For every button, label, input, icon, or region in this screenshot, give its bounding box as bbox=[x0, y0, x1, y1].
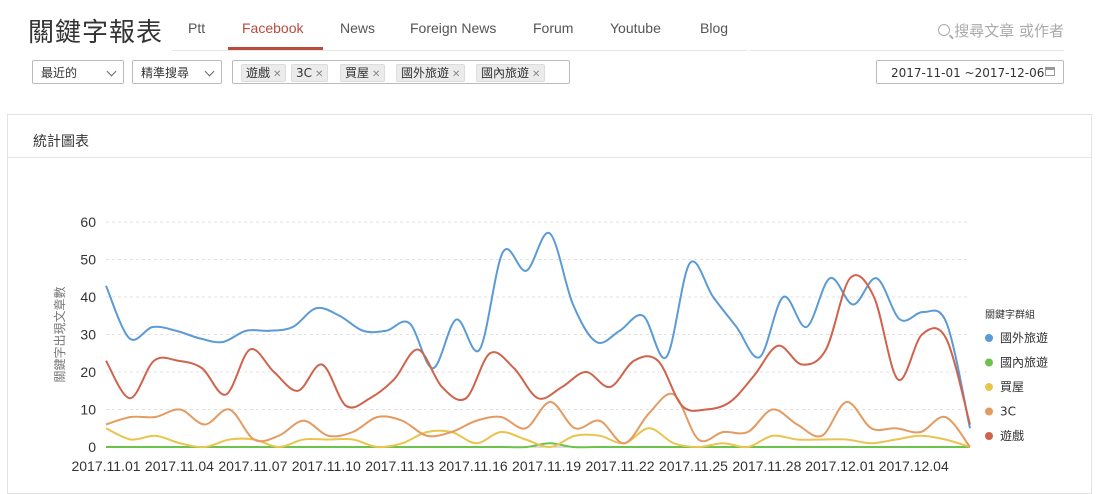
filter-bar: 最近的 精準搜尋 遊戲 ✕ 3C ✕ 買屋 ✕ 國外旅遊 ✕ 國內旅遊 ✕ 2017-11… bbox=[32, 60, 1064, 86]
y-tick-label: 50 bbox=[80, 252, 96, 268]
source-tabs: Ptt Facebook News Foreign News Forum You… bbox=[172, 0, 747, 51]
remove-tag-icon[interactable]: ✕ bbox=[532, 69, 541, 80]
series-line-國外旅遊 bbox=[105, 232, 971, 429]
sort-select[interactable]: 最近的 bbox=[32, 60, 124, 84]
date-range-value: 2017-11-01 ~2017-12-06 bbox=[891, 66, 1045, 80]
x-tick-label: 2017.11.13 bbox=[365, 458, 434, 474]
x-tick-label: 2017.12.01 bbox=[805, 458, 875, 474]
search-placeholder: 搜尋文章 或作者 bbox=[954, 22, 1064, 40]
tag-label: 3C bbox=[296, 66, 313, 80]
legend-marker bbox=[985, 334, 993, 342]
x-tick-label: 2017.11.07 bbox=[218, 458, 287, 474]
legend-entry: 國外旅遊 bbox=[1000, 330, 1048, 345]
y-tick-label: 20 bbox=[80, 364, 96, 380]
sort-select-value: 最近的 bbox=[41, 66, 78, 80]
y-tick-label: 10 bbox=[80, 402, 96, 418]
series-line-遊戲 bbox=[105, 274, 971, 425]
legend-marker bbox=[985, 407, 993, 416]
tab-foreign-news[interactable]: Foreign News bbox=[410, 20, 497, 36]
tab-blog[interactable]: Blog bbox=[700, 20, 729, 36]
tag-chip[interactable]: 國外旅遊 ✕ bbox=[396, 64, 466, 82]
x-tick-label: 2017.11.28 bbox=[732, 458, 801, 474]
tab-news[interactable]: News bbox=[340, 20, 376, 36]
tag-chip[interactable]: 遊戲 ✕ bbox=[241, 64, 287, 82]
legend-marker bbox=[985, 383, 993, 391]
y-tick-label: 60 bbox=[80, 214, 96, 230]
x-tick-label: 2017.12.04 bbox=[879, 458, 949, 474]
remove-tag-icon[interactable]: ✕ bbox=[273, 69, 282, 80]
legend-marker bbox=[985, 358, 993, 367]
tab-youtube[interactable]: Youtube bbox=[610, 20, 661, 36]
search-mode-select[interactable]: 精準搜尋 bbox=[132, 60, 222, 84]
tag-chip[interactable]: 買屋 ✕ bbox=[340, 64, 386, 82]
legend-entry: 3C bbox=[1000, 405, 1016, 419]
tag-label: 買屋 bbox=[345, 66, 370, 80]
panel-divider bbox=[8, 157, 1091, 158]
x-tick-label: 2017.11.01 bbox=[71, 458, 140, 474]
keyword-tag-input[interactable]: 遊戲 ✕ 3C ✕ 買屋 ✕ 國外旅遊 ✕ 國內旅遊 ✕ bbox=[232, 60, 570, 84]
panel-title: 統計圖表 bbox=[33, 134, 89, 150]
calendar-icon bbox=[1045, 67, 1055, 76]
tab-ptt[interactable]: Ptt bbox=[188, 20, 206, 36]
series-line-買屋 bbox=[105, 427, 971, 449]
y-axis-label: 關鍵字出現文章數 bbox=[52, 286, 67, 382]
y-tick-label: 0 bbox=[88, 439, 96, 455]
date-range-picker[interactable]: 2017-11-01 ~2017-12-06 bbox=[876, 60, 1064, 84]
y-tick-label: 30 bbox=[80, 327, 96, 343]
x-tick-label: 2017.11.10 bbox=[292, 458, 361, 474]
x-tick-label: 2017.11.25 bbox=[659, 458, 728, 474]
legend-marker bbox=[985, 432, 993, 440]
active-tab-indicator bbox=[228, 47, 323, 50]
remove-tag-icon[interactable]: ✕ bbox=[372, 69, 381, 80]
legend-entry: 買屋 bbox=[1000, 380, 1024, 394]
tab-facebook[interactable]: Facebook bbox=[242, 20, 304, 36]
header-divider bbox=[750, 50, 1064, 51]
series-line-3C bbox=[105, 392, 971, 448]
tag-label: 國外旅遊 bbox=[401, 66, 450, 80]
x-tick-label: 2017.11.19 bbox=[512, 458, 581, 474]
x-tick-label: 2017.11.04 bbox=[145, 458, 214, 474]
x-tick-label: 2017.11.22 bbox=[585, 458, 654, 474]
remove-tag-icon[interactable]: ✕ bbox=[452, 69, 461, 80]
tag-label: 遊戲 bbox=[246, 66, 271, 80]
remove-tag-icon[interactable]: ✕ bbox=[315, 69, 324, 80]
search-input[interactable]: 搜尋文章 或作者 bbox=[938, 20, 1064, 41]
x-tick-label: 2017.11.16 bbox=[439, 458, 508, 474]
legend-entry: 遊戲 bbox=[1000, 428, 1024, 443]
legend-title: 關鍵字群組 bbox=[985, 308, 1035, 321]
search-icon bbox=[938, 24, 951, 36]
tab-forum[interactable]: Forum bbox=[533, 20, 574, 36]
tag-chip[interactable]: 國內旅遊 ✕ bbox=[476, 64, 546, 82]
legend-entry: 國內旅遊 bbox=[1000, 355, 1048, 370]
tag-chip[interactable]: 3C ✕ bbox=[291, 64, 329, 82]
page-title: 關鍵字報表 bbox=[28, 18, 164, 48]
tag-label: 國內旅遊 bbox=[481, 66, 530, 80]
search-mode-value: 精準搜尋 bbox=[141, 66, 190, 80]
y-tick-label: 40 bbox=[80, 289, 96, 305]
